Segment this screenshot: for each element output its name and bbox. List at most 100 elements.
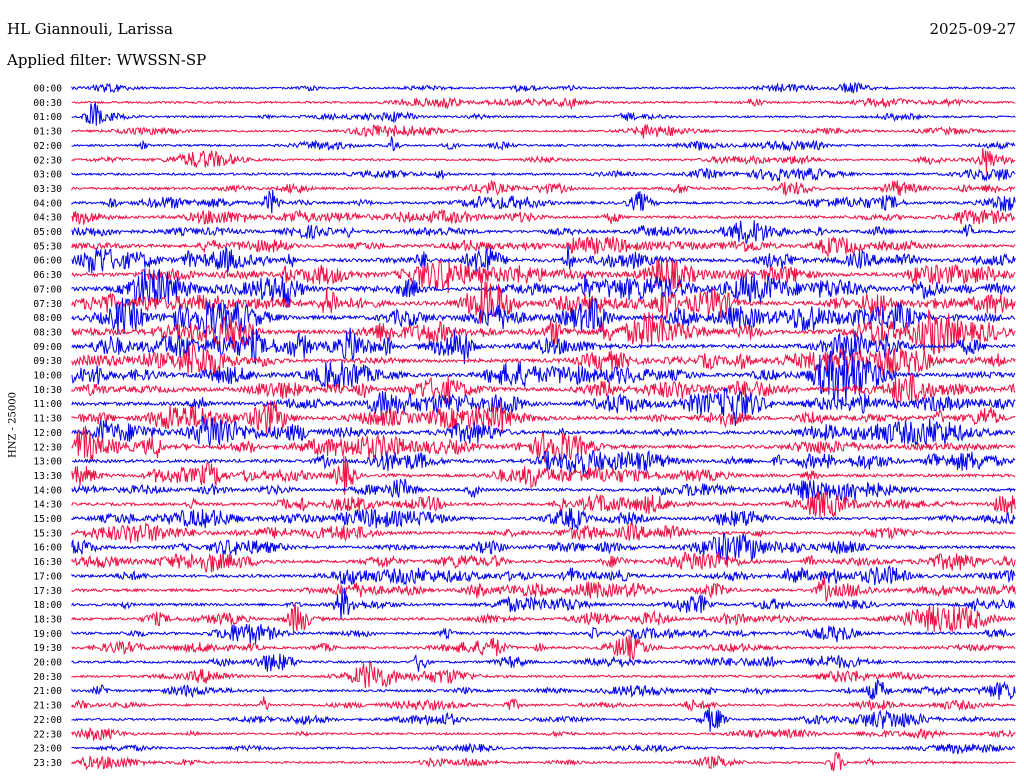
row-time-label: 06:00 [33, 256, 62, 267]
seismic-trace-0000 [71, 81, 1016, 94]
seismic-trace-0300 [71, 167, 1016, 183]
seismic-trace-1530 [71, 521, 1016, 544]
seismic-trace-0200 [71, 136, 1016, 153]
seismic-trace-2000 [71, 653, 1016, 672]
row-time-label: 12:00 [33, 428, 62, 439]
seismic-trace-0100 [71, 101, 1016, 126]
row-time-label: 08:00 [33, 313, 62, 324]
seismic-trace-0430 [71, 208, 1016, 226]
seismic-trace-0830 [71, 308, 1016, 355]
seismic-trace-2200 [71, 707, 1016, 732]
seismic-trace-0530 [71, 236, 1016, 258]
row-time-label: 18:00 [33, 600, 62, 611]
row-time-label: 22:30 [33, 729, 62, 740]
seismic-trace-0730 [71, 281, 1016, 324]
row-time-label: 17:30 [33, 586, 62, 597]
date-label: 2025-09-27 [929, 20, 1016, 38]
seismic-trace-2030 [71, 661, 1016, 688]
seismic-trace-1400 [71, 478, 1016, 503]
row-time-label: 19:00 [33, 629, 62, 640]
row-time-label: 16:30 [33, 557, 62, 568]
seismic-trace-1100 [71, 387, 1016, 426]
seismic-trace-1230 [71, 425, 1016, 464]
row-time-label: 14:30 [33, 500, 62, 511]
seismic-trace-2130 [71, 696, 1016, 712]
row-time-label: 07:00 [33, 284, 62, 295]
seismic-trace-1900 [71, 624, 1016, 644]
seismic-trace-0500 [71, 220, 1016, 245]
row-time-label: 16:00 [33, 543, 62, 554]
row-time-label: 11:30 [33, 414, 62, 425]
row-time-label: 04:30 [33, 213, 62, 224]
seismic-trace-0930 [71, 342, 1016, 376]
row-time-label: 04:00 [33, 198, 62, 209]
row-time-label: 10:30 [33, 385, 62, 396]
seismic-trace-0630 [71, 258, 1016, 294]
seismic-trace-1030 [71, 374, 1016, 404]
seismic-trace-0400 [71, 189, 1016, 214]
row-time-label: 12:30 [33, 442, 62, 453]
seismic-trace-1630 [71, 551, 1016, 573]
seismic-trace-1830 [71, 602, 1016, 633]
row-time-label: 01:30 [33, 127, 62, 138]
seismic-trace-1500 [71, 507, 1016, 531]
seismic-trace-0330 [71, 179, 1016, 197]
row-time-label: 21:30 [33, 701, 62, 712]
row-time-label: 14:00 [33, 485, 62, 496]
seismic-trace-1730 [71, 577, 1016, 602]
row-time-label: 15:00 [33, 514, 62, 525]
seismic-trace-2100 [71, 679, 1016, 701]
seismic-trace-0030 [71, 96, 1016, 111]
seismic-trace-1330 [71, 455, 1016, 495]
row-time-label: 08:30 [33, 327, 62, 338]
seismic-trace-1130 [71, 399, 1016, 434]
row-time-label: 10:00 [33, 371, 62, 382]
seismic-trace-2330 [71, 751, 1016, 772]
row-time-label: 00:30 [33, 98, 62, 109]
station-title: HL Giannouli, Larissa [7, 20, 173, 38]
row-time-label: 02:30 [33, 155, 62, 166]
row-time-label: 11:00 [33, 399, 62, 410]
seismic-trace-1600 [71, 532, 1016, 562]
seismic-trace-0600 [71, 244, 1016, 274]
row-time-label: 00:00 [33, 84, 62, 95]
row-time-label: 20:30 [33, 672, 62, 683]
seismic-trace-0130 [71, 124, 1016, 139]
seismic-trace-0900 [71, 327, 1016, 365]
row-time-label: 02:00 [33, 141, 62, 152]
row-time-label: 03:00 [33, 170, 62, 181]
row-time-label: 20:00 [33, 658, 62, 669]
row-time-label: 09:30 [33, 356, 62, 367]
row-time-label: 13:30 [33, 471, 62, 482]
row-time-label: 15:30 [33, 528, 62, 539]
seismic-trace-0230 [71, 148, 1016, 173]
row-time-label: 23:00 [33, 744, 62, 755]
row-time-label: 17:00 [33, 571, 62, 582]
seismic-trace-1930 [71, 634, 1016, 661]
row-time-label: 22:00 [33, 715, 62, 726]
row-time-label: 23:30 [33, 758, 62, 769]
row-time-label: 18:30 [33, 614, 62, 625]
row-time-label: 01:00 [33, 112, 62, 123]
row-time-label: 05:30 [33, 241, 62, 252]
row-time-label: 03:30 [33, 184, 62, 195]
row-time-label: 05:00 [33, 227, 62, 238]
row-time-label: 21:00 [33, 686, 62, 697]
seismic-trace-1300 [72, 449, 1016, 476]
row-time-label: 07:30 [33, 299, 62, 310]
seismic-trace-0800 [71, 297, 1016, 336]
seismic-trace-1800 [71, 587, 1016, 620]
seismic-trace-1430 [71, 491, 1016, 518]
row-time-label: 13:00 [33, 457, 62, 468]
seismic-trace-2300 [71, 742, 1016, 755]
filter-label: Applied filter: WWSSN-SP [7, 51, 207, 69]
seismic-trace-1700 [71, 565, 1016, 586]
seismic-trace-2230 [71, 726, 1016, 742]
row-time-label: 06:30 [33, 270, 62, 281]
row-time-label: 09:00 [33, 342, 62, 353]
seismic-trace-1200 [71, 415, 1016, 447]
row-time-label: 19:30 [33, 643, 62, 654]
seismic-trace-0700 [71, 268, 1016, 308]
seismic-trace-1000 [71, 350, 1016, 403]
